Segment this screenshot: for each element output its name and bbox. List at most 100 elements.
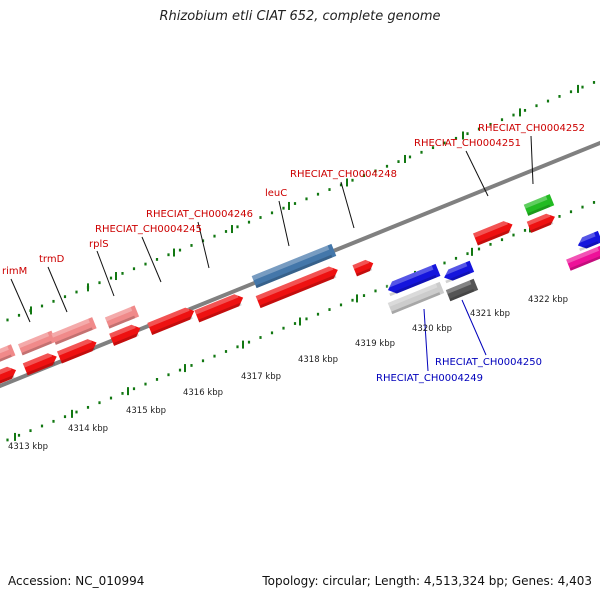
forward-gene-label: RHECIAT_CH0004246 [146, 209, 253, 220]
gene-forward-lane2-highlight [22, 352, 53, 368]
gene-forward-lane2-highlight [473, 220, 508, 238]
gene-forward-lane2-body [352, 259, 374, 277]
gene-reverse-lane1 [385, 263, 441, 297]
kbp-tick-label: 4321 kbp [470, 309, 510, 319]
gene-reverse-lane2-body [387, 281, 445, 315]
gene-forward-lane2-body [194, 294, 244, 323]
gene-forward-lane2-highlight [352, 259, 370, 270]
gene-reverse-lane1 [441, 260, 475, 284]
gene-forward-lane2-highlight [255, 265, 334, 301]
gene-forward-lane1-highlight [18, 332, 50, 349]
gene-reverse-lane2-shade [391, 292, 441, 315]
kbp-tick-label: 4315 kbp [126, 406, 166, 416]
gene-forward-lane2-highlight [0, 365, 12, 379]
gene-forward-lane2-body [0, 366, 17, 386]
forward-gene-label: RHECIAT_CH0004245 [95, 224, 202, 235]
gene-reverse-lane2 [445, 278, 479, 302]
gene-forward-lane1-highlight [523, 195, 548, 209]
forward-gene-label: trmD [39, 254, 65, 265]
gene-forward-lane2-shade [355, 267, 373, 277]
forward-label-leader [340, 181, 355, 229]
gene-forward-lane2 [0, 365, 17, 386]
gene-forward-lane2-body [255, 266, 338, 309]
gene-forward-lane2 [255, 265, 338, 309]
gene-forward-lane2-shade [198, 302, 242, 323]
gene-forward-lane1 [18, 330, 56, 356]
forward-gene-label: rplS [89, 239, 109, 250]
gene-reverse-lane2-body [445, 278, 479, 302]
gene-forward-lane2-highlight [147, 306, 190, 328]
gene-forward-lane1-shade [527, 204, 551, 216]
genome-summary: Topology: circular; Length: 4,513,324 bp… [262, 574, 592, 588]
gene-reverse-lane2-shade [569, 255, 600, 271]
gene-reverse-lane2 [387, 281, 445, 315]
gene-forward-lane2-body [526, 213, 555, 233]
gene-forward-lane2-body [473, 221, 513, 246]
gene-reverse-lane1-highlight [441, 262, 468, 276]
gene-forward-lane2 [194, 293, 244, 323]
gene-forward-lane2 [526, 212, 555, 233]
gene-reverse-lane2-highlight [566, 246, 600, 264]
gene-forward-lane2-shade [259, 274, 337, 309]
forward-label-leader [141, 236, 162, 283]
forward-label-leader [278, 200, 290, 247]
gene-forward-lane1-body [251, 243, 337, 289]
forward-gene-label: rimM [2, 266, 27, 277]
gene-forward-lane2-shade [151, 315, 193, 336]
kbp-tick-label: 4314 kbp [68, 424, 108, 434]
gene-forward-lane1 [251, 243, 337, 289]
gene-reverse-lane1-body [444, 260, 475, 281]
gene-forward-lane2-shade [0, 375, 15, 386]
gene-forward-lane1-body [18, 330, 56, 356]
forward-gene-label: leuC [265, 188, 287, 199]
forward-gene-label: RHECIAT_CH0004251 [414, 138, 521, 149]
kbp-tick-label: 4318 kbp [298, 355, 338, 365]
forward-label-leader [47, 266, 68, 313]
forward-label-leader [197, 221, 210, 269]
kbp-tick-label: 4320 kbp [412, 324, 452, 334]
gene-forward-lane2-highlight [194, 293, 239, 315]
gene-forward-lane2 [352, 259, 374, 277]
kbp-tick-label: 4319 kbp [355, 339, 395, 349]
reverse-label-leader [461, 299, 487, 356]
gene-forward-lane2-highlight [57, 338, 92, 356]
gene-forward-lane2 [147, 306, 195, 336]
gene-forward-lane1-shade [255, 254, 333, 289]
gene-forward-lane2-body [147, 307, 195, 336]
gene-forward-lane2-highlight [526, 212, 551, 226]
gene-forward-lane1-body [0, 344, 16, 364]
gene-reverse-lane1-highlight [385, 265, 434, 289]
forward-gene-label: RHECIAT_CH0004248 [290, 169, 397, 180]
gene-forward-lane2-shade [476, 229, 512, 246]
gene-forward-lane1 [51, 317, 97, 345]
forward-label-leader [465, 150, 489, 197]
gene-forward-lane2-body [22, 353, 57, 376]
gene-forward-lane2-shade [26, 361, 56, 376]
gene-forward-lane2 [473, 220, 513, 246]
gene-reverse-lane2-highlight [387, 283, 438, 307]
gene-forward-lane2-shade [112, 333, 139, 346]
gene-reverse-lane2-shade [449, 289, 475, 302]
forward-gene-label: RHECIAT_CH0004252 [478, 123, 585, 134]
gene-reverse-lane1-body [577, 230, 600, 249]
gene-forward-lane1 [0, 344, 16, 364]
gene-reverse-lane2-body [566, 245, 600, 271]
forward-label-leader [530, 135, 534, 185]
gene-reverse-lane1-shade [389, 274, 437, 297]
reverse-gene-label: RHECIAT_CH0004249 [376, 373, 483, 384]
gene-reverse-lane1-shade [445, 271, 471, 284]
gene-forward-lane2-body [109, 324, 141, 346]
forward-label-leader [96, 250, 115, 297]
gene-reverse-lane2-highlight [445, 280, 472, 294]
gene-forward-lane1-highlight [0, 345, 9, 357]
kbp-tick-label: 4313 kbp [8, 442, 48, 452]
gene-forward-lane2-body [57, 339, 97, 364]
gene-reverse-lane2 [566, 245, 600, 271]
gene-forward-lane1-shade [0, 354, 12, 364]
gene-reverse-lane1 [575, 230, 600, 252]
gene-forward-lane1 [523, 194, 555, 216]
kbp-tick-label: 4322 kbp [528, 295, 568, 305]
gene-forward-lane1-body [523, 194, 555, 216]
reverse-gene-label: RHECIAT_CH0004250 [435, 357, 542, 368]
kbp-tick-label: 4317 kbp [241, 372, 281, 382]
